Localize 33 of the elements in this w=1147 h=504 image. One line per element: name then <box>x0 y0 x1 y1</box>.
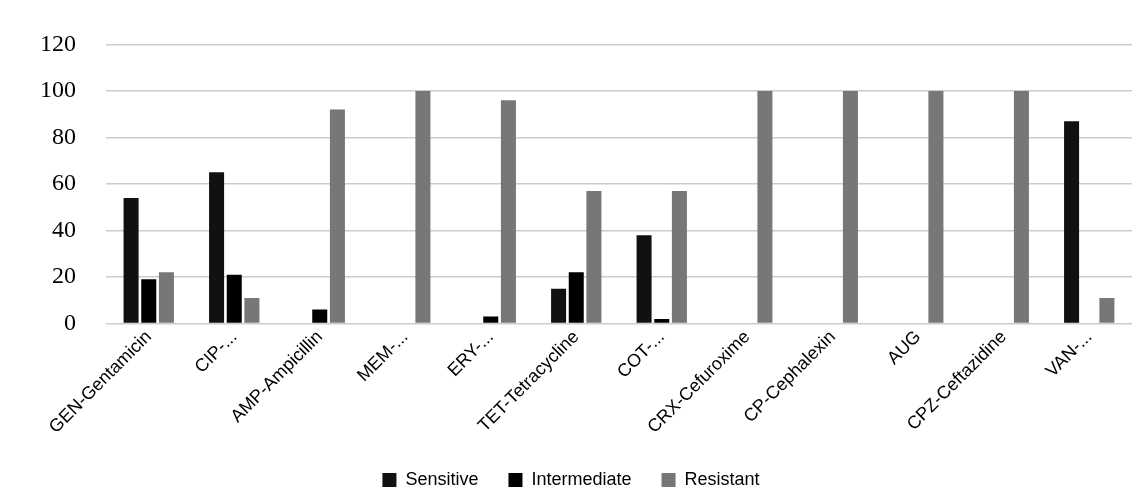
legend-label: Intermediate <box>531 468 632 489</box>
y-tick-label: 40 <box>52 215 76 242</box>
bar <box>586 190 602 323</box>
y-tick-label: 100 <box>40 76 76 103</box>
bar <box>551 288 567 323</box>
bar <box>312 309 328 323</box>
bar <box>329 109 345 323</box>
legend-label: Sensitive <box>405 468 479 489</box>
y-tick-label: 60 <box>52 169 76 196</box>
y-tick-label: 80 <box>52 122 76 149</box>
bar <box>842 90 858 323</box>
bar <box>928 90 944 323</box>
bar <box>671 190 687 323</box>
bar <box>500 100 516 323</box>
bar <box>158 272 174 323</box>
bar <box>568 272 584 323</box>
bar <box>1099 297 1115 323</box>
bar <box>757 90 773 323</box>
bar <box>1064 121 1080 323</box>
bar <box>226 274 242 323</box>
bar <box>209 172 225 323</box>
legend-label: Resistant <box>684 468 760 489</box>
bar <box>1013 90 1029 323</box>
y-tick-label: 20 <box>52 262 76 289</box>
bar <box>244 297 260 323</box>
y-tick-label: 0 <box>64 308 76 335</box>
bar <box>415 90 431 323</box>
y-tick-label: 120 <box>40 29 76 56</box>
bar <box>654 318 670 323</box>
bar <box>141 279 157 323</box>
bar <box>483 316 499 323</box>
bar <box>636 235 652 323</box>
bar <box>123 197 139 323</box>
